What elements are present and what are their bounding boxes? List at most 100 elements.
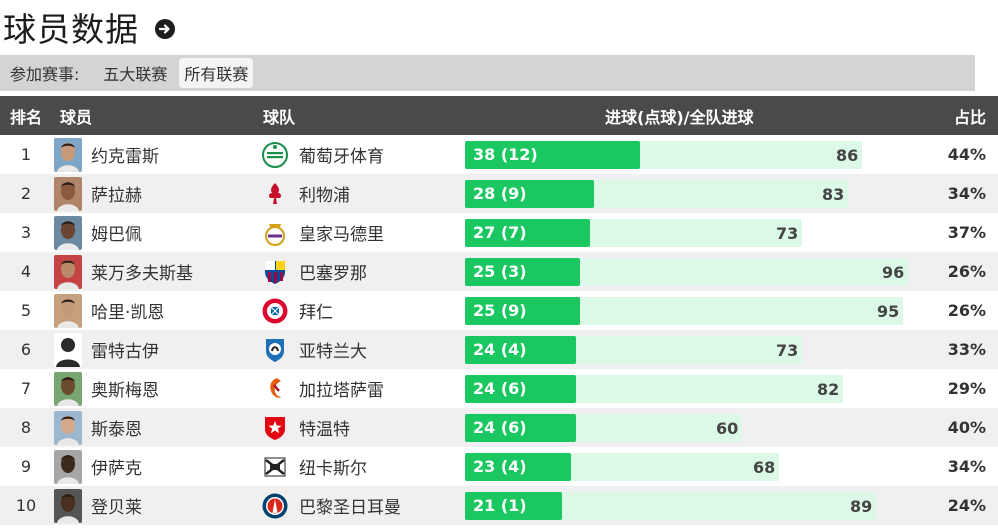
goals-bar-cell: 68 23 (4)	[465, 447, 923, 486]
player-avatar[interactable]	[54, 449, 82, 484]
team-goals-value: 89	[850, 496, 873, 516]
rank-cell: 7	[20, 379, 32, 398]
table-row[interactable]: 4 莱万多夫斯基 巴塞罗那 96 25 (3) 26%	[0, 252, 998, 291]
team-goals-value: 60	[716, 418, 739, 438]
filter-label: 参加赛事:	[10, 65, 80, 84]
header-player[interactable]: 球员	[60, 107, 93, 127]
goals-bar: 60 24 (6)	[465, 413, 923, 442]
player-name[interactable]: 登贝莱	[91, 498, 142, 518]
sporting-cp-logo[interactable]	[258, 141, 289, 169]
liverpool-logo[interactable]	[258, 180, 289, 208]
player-cell: 斯泰恩	[52, 408, 258, 447]
real-madrid-logo[interactable]	[258, 219, 289, 247]
player-name[interactable]: 莱万多夫斯基	[91, 264, 193, 284]
team-name[interactable]: 纽卡斯尔	[299, 459, 367, 479]
team-goals-value: 96	[882, 262, 905, 282]
goals-bar-cell: 82 24 (6)	[465, 369, 923, 408]
player-cell: 哈里·凯恩	[52, 291, 258, 330]
goals-bar-cell: 86 38 (12)	[465, 135, 923, 174]
table-row[interactable]: 3 姆巴佩 皇家马德里 73 27 (7) 37%	[0, 213, 998, 252]
goals-bar-cell: 95 25 (9)	[465, 291, 923, 330]
galatasaray-logo[interactable]	[258, 375, 289, 403]
player-goals-bar: 28 (9)	[465, 179, 594, 208]
player-name[interactable]: 奥斯梅恩	[91, 381, 159, 401]
filter-option-all[interactable]: 所有联赛	[179, 58, 254, 88]
bayern-logo[interactable]	[258, 297, 289, 325]
rank-cell: 10	[15, 496, 37, 515]
player-avatar[interactable]	[54, 332, 82, 367]
rank-cell: 5	[20, 301, 32, 320]
player-avatar[interactable]	[54, 371, 82, 406]
team-goals-value: 82	[817, 379, 840, 399]
player-name[interactable]: 姆巴佩	[91, 225, 142, 245]
goals-bar: 68 23 (4)	[465, 452, 923, 481]
player-name[interactable]: 雷特古伊	[91, 342, 159, 362]
player-name[interactable]: 约克雷斯	[91, 147, 159, 167]
player-cell: 莱万多夫斯基	[52, 252, 258, 291]
team-name[interactable]: 亚特兰大	[299, 342, 367, 362]
team-name[interactable]: 加拉塔萨雷	[299, 381, 384, 401]
page-title: 球员数据	[3, 10, 139, 49]
goals-bar-cell: 89 21 (1)	[465, 486, 923, 525]
table-row[interactable]: 8 斯泰恩 特温特 60 24 (6) 40%	[0, 408, 998, 447]
goal-share-pct: 37%	[947, 223, 986, 242]
player-name[interactable]: 伊萨克	[91, 459, 142, 479]
team-name[interactable]: 利物浦	[299, 186, 350, 206]
team-cell: 特温特	[258, 408, 465, 447]
team-cell: 葡萄牙体育	[258, 135, 465, 174]
team-goals-value: 83	[822, 184, 845, 204]
header-goals[interactable]: 进球(点球)/全队进球	[605, 107, 754, 127]
goal-share-pct: 26%	[947, 301, 986, 320]
table-row[interactable]: 2 萨拉赫 利物浦 83 28 (9) 34%	[0, 174, 998, 213]
team-goals-value: 86	[836, 145, 859, 165]
atalanta-logo[interactable]	[258, 336, 289, 364]
goals-bar-cell: 73 24 (4)	[465, 330, 923, 369]
player-avatar[interactable]	[54, 176, 82, 211]
player-cell: 萨拉赫	[52, 174, 258, 213]
team-name[interactable]: 特温特	[299, 420, 350, 440]
psg-logo[interactable]	[258, 492, 289, 520]
twente-logo[interactable]	[258, 414, 289, 442]
team-name[interactable]: 皇家马德里	[299, 225, 384, 245]
player-cell: 登贝莱	[52, 486, 258, 525]
player-avatar[interactable]	[54, 410, 82, 445]
header-team[interactable]: 球队	[263, 107, 296, 127]
table-row[interactable]: 6 雷特古伊 亚特兰大 73 24 (4) 33%	[0, 330, 998, 369]
team-cell: 巴黎圣日耳曼	[258, 486, 465, 525]
header-pct[interactable]: 占比	[953, 107, 986, 127]
goals-bar: 96 25 (3)	[465, 257, 923, 286]
goals-bar-cell: 60 24 (6)	[465, 408, 923, 447]
newcastle-logo[interactable]	[258, 453, 289, 481]
barcelona-logo[interactable]	[258, 258, 289, 286]
team-cell: 亚特兰大	[258, 330, 465, 369]
table-row[interactable]: 9 伊萨克 纽卡斯尔 68 23 (4) 34%	[0, 447, 998, 486]
player-avatar[interactable]	[54, 488, 82, 523]
table-header-row: 排名 球员 球队 进球(点球)/全队进球 占比	[0, 96, 998, 135]
player-avatar[interactable]	[54, 137, 82, 172]
rank-cell: 3	[20, 223, 32, 242]
team-name[interactable]: 拜仁	[299, 303, 333, 323]
arrow-right-circle-icon[interactable]	[155, 19, 175, 39]
table-row[interactable]: 1 约克雷斯 葡萄牙体育 86 38 (12) 44%	[0, 135, 998, 174]
team-name[interactable]: 巴塞罗那	[299, 264, 367, 284]
competition-filter-bar: 参加赛事: 五大联赛 所有联赛	[0, 55, 975, 91]
player-avatar[interactable]	[54, 215, 82, 250]
rank-cell: 1	[20, 145, 32, 164]
player-avatar[interactable]	[54, 254, 82, 289]
player-name[interactable]: 哈里·凯恩	[91, 303, 165, 323]
table-row[interactable]: 5 哈里·凯恩 拜仁 95 25 (9) 26%	[0, 291, 998, 330]
player-cell: 伊萨克	[52, 447, 258, 486]
header-rank[interactable]: 排名	[9, 107, 42, 127]
filter-option-top5[interactable]: 五大联赛	[103, 65, 168, 84]
player-name[interactable]: 萨拉赫	[91, 186, 142, 206]
player-goals-bar: 24 (4)	[465, 335, 576, 364]
goals-bar: 73 24 (4)	[465, 335, 923, 364]
table-row[interactable]: 7 奥斯梅恩 加拉塔萨雷 82 24 (6) 29%	[0, 369, 998, 408]
goals-bar: 82 24 (6)	[465, 374, 923, 403]
table-row[interactable]: 10 登贝莱 巴黎圣日耳曼 89 21 (1) 24%	[0, 486, 998, 525]
team-name[interactable]: 葡萄牙体育	[299, 147, 384, 167]
player-avatar[interactable]	[54, 293, 82, 328]
player-name[interactable]: 斯泰恩	[91, 420, 142, 440]
player-goals-bar: 25 (9)	[465, 296, 580, 325]
team-name[interactable]: 巴黎圣日耳曼	[299, 498, 401, 518]
